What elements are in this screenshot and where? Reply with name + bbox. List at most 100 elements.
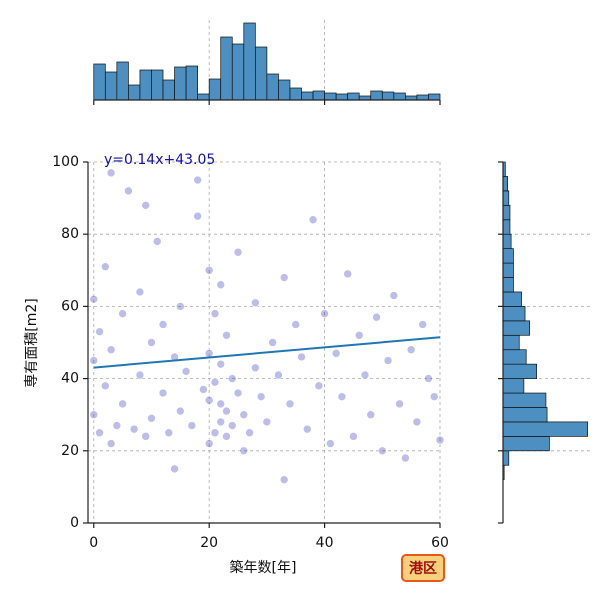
histogram-bar bbox=[502, 334, 520, 351]
histogram-bar bbox=[174, 66, 187, 101]
scatter-point bbox=[291, 320, 301, 329]
scatter-point bbox=[227, 374, 237, 383]
histogram-bar bbox=[381, 91, 395, 101]
scatter-point bbox=[147, 414, 156, 423]
histogram-bar bbox=[428, 93, 441, 101]
scatter-point bbox=[101, 381, 110, 391]
scatter-point bbox=[129, 424, 139, 434]
scatter-point bbox=[227, 421, 237, 430]
histogram-bar bbox=[502, 306, 526, 322]
scatter-point bbox=[395, 399, 404, 409]
scatter-point bbox=[204, 349, 214, 358]
histogram-bar bbox=[416, 94, 429, 101]
scatter-point bbox=[89, 410, 99, 420]
scatter-point bbox=[124, 186, 133, 196]
scatter-point bbox=[274, 370, 283, 380]
scatter-point bbox=[262, 417, 272, 427]
scatter-point bbox=[158, 388, 168, 398]
histogram-bar bbox=[502, 363, 537, 379]
histogram-bar bbox=[220, 36, 233, 101]
histogram-bar bbox=[289, 87, 302, 101]
scatter-point bbox=[245, 428, 254, 438]
histogram-bar bbox=[502, 436, 550, 452]
scatter-point bbox=[222, 330, 231, 340]
scatter-point bbox=[141, 432, 151, 441]
histogram-bar bbox=[231, 43, 245, 101]
histogram-bar bbox=[370, 90, 383, 101]
scatter-point bbox=[233, 388, 243, 398]
scatter-point bbox=[158, 320, 168, 329]
histogram-bar bbox=[502, 320, 531, 336]
scatter-point bbox=[233, 247, 243, 257]
scatter-point bbox=[377, 446, 387, 456]
histogram-bar bbox=[502, 349, 527, 365]
histogram-bar bbox=[208, 78, 222, 101]
histogram-bar bbox=[502, 277, 514, 293]
histogram-bar bbox=[502, 262, 514, 278]
scatter-point bbox=[372, 312, 381, 322]
scatter-point bbox=[170, 464, 179, 474]
scatter-point bbox=[239, 410, 249, 420]
scatter-point bbox=[349, 432, 358, 441]
histogram-bar bbox=[197, 93, 210, 101]
histogram-bar bbox=[243, 22, 256, 101]
histogram-bar bbox=[502, 291, 522, 307]
scatter-point bbox=[326, 439, 335, 448]
scatter-point bbox=[112, 421, 122, 430]
histogram-bar bbox=[502, 378, 525, 394]
scatter-point bbox=[101, 262, 110, 271]
histogram-bar bbox=[502, 248, 514, 264]
histogram-bar bbox=[312, 90, 325, 101]
scatter-point bbox=[279, 273, 289, 282]
scatter-point bbox=[210, 377, 220, 387]
y-tick-label: 80 bbox=[61, 226, 79, 242]
scatter-point bbox=[251, 363, 260, 373]
scatter-point bbox=[406, 345, 416, 355]
histogram-bar bbox=[185, 65, 198, 101]
scatter-point bbox=[89, 294, 99, 304]
scatter-point bbox=[360, 370, 370, 380]
histogram-bar bbox=[335, 93, 349, 101]
scatter-point bbox=[199, 385, 208, 394]
annotation-badge bbox=[401, 554, 445, 582]
scatter-point bbox=[314, 381, 324, 391]
y-tick-label: 0 bbox=[70, 515, 79, 531]
scatter-point bbox=[251, 298, 260, 308]
scatter-point bbox=[383, 356, 393, 365]
histogram-bar bbox=[324, 92, 337, 101]
scatter-point bbox=[366, 410, 376, 420]
regression-label: y=0.14x+43.05 bbox=[104, 152, 215, 168]
scatter-point bbox=[222, 432, 231, 441]
histogram-bar bbox=[162, 79, 175, 101]
scatter-point bbox=[135, 287, 145, 297]
y-tick-label: 100 bbox=[52, 154, 79, 170]
histogram-bar bbox=[104, 71, 118, 101]
scatter-point bbox=[210, 309, 220, 318]
scatter-point bbox=[118, 309, 127, 318]
scatter-point bbox=[389, 291, 399, 300]
scatter-point bbox=[204, 395, 214, 405]
histogram-bar bbox=[502, 421, 589, 437]
scatter-point bbox=[239, 446, 249, 456]
x-tick-label: 60 bbox=[431, 535, 449, 551]
histogram-bar bbox=[502, 176, 508, 192]
scatter-point bbox=[210, 428, 220, 438]
histogram-bar bbox=[151, 69, 164, 101]
scatter-point bbox=[302, 424, 312, 434]
x-tick-label: 40 bbox=[316, 535, 334, 551]
histogram-bar bbox=[254, 46, 268, 101]
histogram-bar bbox=[502, 407, 548, 423]
histogram-bar bbox=[502, 233, 512, 249]
x-tick-label: 20 bbox=[200, 535, 218, 551]
histogram-bar bbox=[93, 63, 106, 101]
scatter-point bbox=[204, 265, 214, 275]
scatter-point bbox=[256, 392, 266, 401]
scatter-point bbox=[152, 237, 162, 246]
histogram-bar bbox=[139, 69, 152, 101]
scatter-point bbox=[268, 338, 277, 347]
annotation: 港区 bbox=[409, 560, 437, 577]
x-tick-label: 0 bbox=[89, 535, 98, 551]
scatter-point bbox=[308, 215, 318, 225]
histogram-bar bbox=[502, 392, 547, 408]
